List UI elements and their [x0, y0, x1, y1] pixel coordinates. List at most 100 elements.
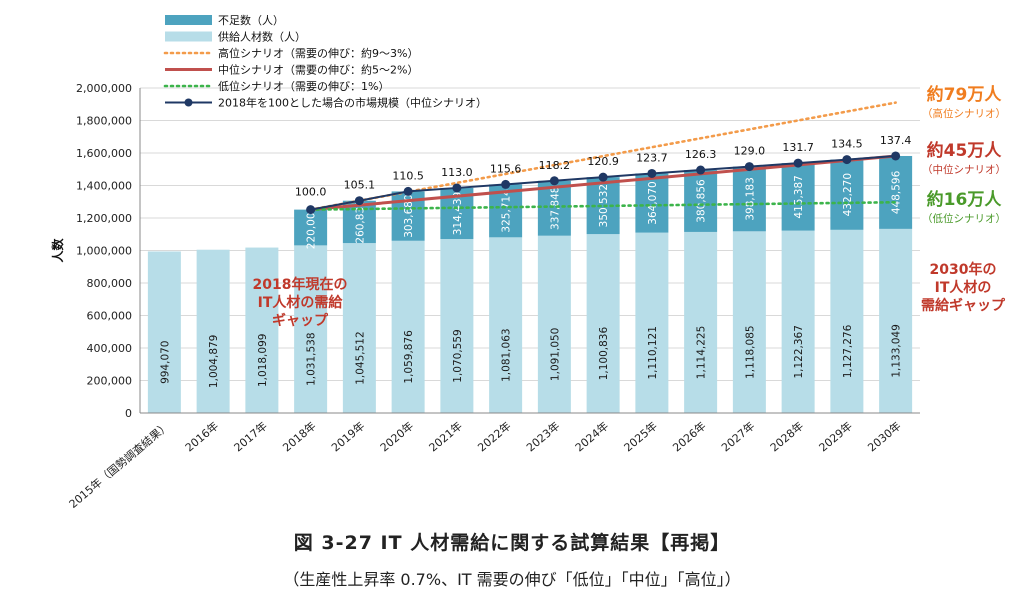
supply-bar [537, 235, 571, 413]
x-tick-label: 2026年 [670, 419, 709, 455]
supply-bar [879, 228, 913, 413]
supply-value-label: 1,100,836 [598, 327, 610, 381]
annotation-gap-amount: 約45万人 [927, 140, 1003, 161]
supply-bar [586, 234, 620, 413]
x-tick-label: 2020年 [377, 419, 416, 455]
market-index-label: 100.0 [295, 186, 327, 199]
market-index-point [403, 186, 413, 196]
supply-value-label: 1,118,085 [744, 325, 756, 378]
scenario-line [309, 200, 897, 211]
x-axis: 2015年（国勢調査結果） 2016年 2017年 2018年 2019年 2020年 20… [66, 419, 904, 511]
market-index-label: 105.1 [344, 179, 376, 192]
y-tick-label: 600,000 [87, 310, 133, 323]
supply-value-label: 1,059,876 [403, 330, 415, 384]
market-index-label: 120.9 [587, 155, 619, 168]
shortage-value-label: 432,270 [842, 173, 854, 216]
shortage-value-label: 364,070 [647, 181, 659, 224]
shortage-value-label: 415,387 [793, 175, 805, 218]
legend-label: 不足数（人） [218, 14, 284, 27]
market-index-label: 123.7 [636, 151, 668, 164]
y-tick-label: 1,000,000 [76, 245, 132, 258]
market-index-point [549, 176, 559, 186]
market-index-label: 113.0 [441, 166, 473, 179]
legend-label: 2018年を100とした場合の市場規模（中位シナリオ） [218, 96, 487, 110]
supply-bar [196, 249, 230, 413]
supply-value-label: 1,122,367 [793, 325, 805, 378]
supply-value-label: 1,070,559 [452, 329, 464, 382]
x-tick-label: 2016年 [182, 419, 221, 455]
x-tick-label: 2028年 [767, 419, 806, 455]
annotation-right-gap: IT人材の [935, 279, 992, 296]
bars: 994,070 1,004,879 1,018,099 1,031,538 220,00… [140, 155, 920, 414]
y-tick-label: 1,400,000 [76, 180, 132, 193]
x-tick-label: 2023年 [523, 419, 562, 455]
x-tick-label: 2018年 [280, 419, 319, 455]
legend-label: 高位シナリオ（需要の伸び：約9～3%） [218, 46, 418, 60]
x-tick-label: 2022年 [475, 419, 514, 455]
market-index-point [452, 183, 462, 193]
supply-bar [440, 239, 474, 413]
annotations: 2018年現在のIT人材の需給ギャップ2030年のIT人材の需給ギャップ約79万… [253, 84, 1006, 329]
shortage-value-label: 314,439 [452, 192, 464, 235]
supply-bar [147, 251, 181, 413]
market-index-point [647, 168, 657, 178]
market-index-label: 118.2 [539, 159, 571, 172]
market-index-point [501, 179, 511, 189]
supply-value-label: 1,045,512 [354, 331, 366, 384]
market-index-point [354, 196, 364, 206]
supply-bar [391, 240, 425, 413]
supply-value-label: 1,018,099 [257, 334, 269, 387]
figure-subtitle: （生産性上昇率 0.7%、IT 需要の伸び「低位」「中位」「高位」） [283, 570, 741, 589]
annotation-gap-scenario: （中位シナリオ） [922, 163, 1006, 176]
supply-value-label: 994,070 [159, 341, 171, 384]
supply-bar [732, 231, 766, 413]
market-index-label: 129.0 [734, 145, 766, 158]
annotation-gap-amount: 約79万人 [927, 84, 1003, 105]
x-tick-label: 2029年 [816, 419, 855, 455]
y-axis: 0 200,000 400,000 600,000 800,000 1,000,000 1,… [50, 82, 141, 420]
shortage-value-label: 448,596 [891, 170, 903, 214]
market-index-label: 134.5 [831, 138, 863, 151]
supply-value-label: 1,004,879 [208, 335, 220, 388]
supply-value-label: 1,110,121 [647, 326, 659, 379]
legend: 不足数（人） 供給人材数（人） 高位シナリオ（需要の伸び：約9～3%） 中位シナリオ（… [163, 14, 487, 110]
y-tick-label: 2,000,000 [76, 82, 132, 95]
annotation-right-gap: 2030年の [930, 261, 997, 278]
supply-value-label: 1,133,049 [891, 324, 903, 377]
shortage-bar [294, 209, 328, 246]
supply-bar [684, 231, 718, 413]
shortage-bar [684, 170, 718, 232]
annotation-left-gap: 2018年現在の [253, 276, 348, 293]
legend-label: 低位シナリオ（需要の伸び：1%） [218, 79, 389, 93]
legend-swatch-marker [184, 98, 193, 107]
annotation-left-gap: ギャップ [272, 312, 329, 329]
market-index-point [891, 151, 901, 161]
shortage-bar [537, 180, 571, 236]
supply-value-label: 1,081,063 [501, 328, 513, 381]
market-index-point [696, 165, 706, 175]
supply-bar [294, 245, 328, 413]
market-index-point [598, 172, 608, 182]
supply-value-label: 1,031,538 [306, 332, 318, 385]
x-tick-label: 2017年 [231, 419, 270, 455]
supply-bar [342, 243, 376, 413]
y-tick-label: 1,800,000 [76, 115, 132, 128]
shortage-bar [635, 173, 669, 233]
supply-bar [245, 247, 279, 413]
market-index-point [306, 205, 316, 215]
market-index-point [793, 158, 803, 168]
market-index-label: 110.5 [392, 169, 424, 182]
market-index-label: 131.7 [782, 141, 814, 154]
legend-swatch [165, 15, 212, 25]
shortage-value-label: 260,835 [354, 200, 366, 243]
shortage-bar [879, 155, 913, 229]
market-index-point [744, 162, 754, 172]
figure-title: 図 3-27 IT 人材需給に関する試算結果【再掲】 [293, 532, 731, 554]
shortage-value-label: 325,714 [501, 189, 513, 233]
x-tick-label: 2027年 [718, 419, 757, 455]
market-index-line: 100.0 105.1 110.5 113.0 115.6 118.2 120.9 123.7… [295, 134, 912, 215]
market-index-label: 137.4 [880, 134, 912, 147]
annotation-left-gap: IT人材の需給 [258, 294, 344, 311]
chart: 0 200,000 400,000 600,000 800,000 1,000,000 1,… [50, 14, 1006, 511]
y-tick-label: 1,200,000 [76, 212, 132, 225]
